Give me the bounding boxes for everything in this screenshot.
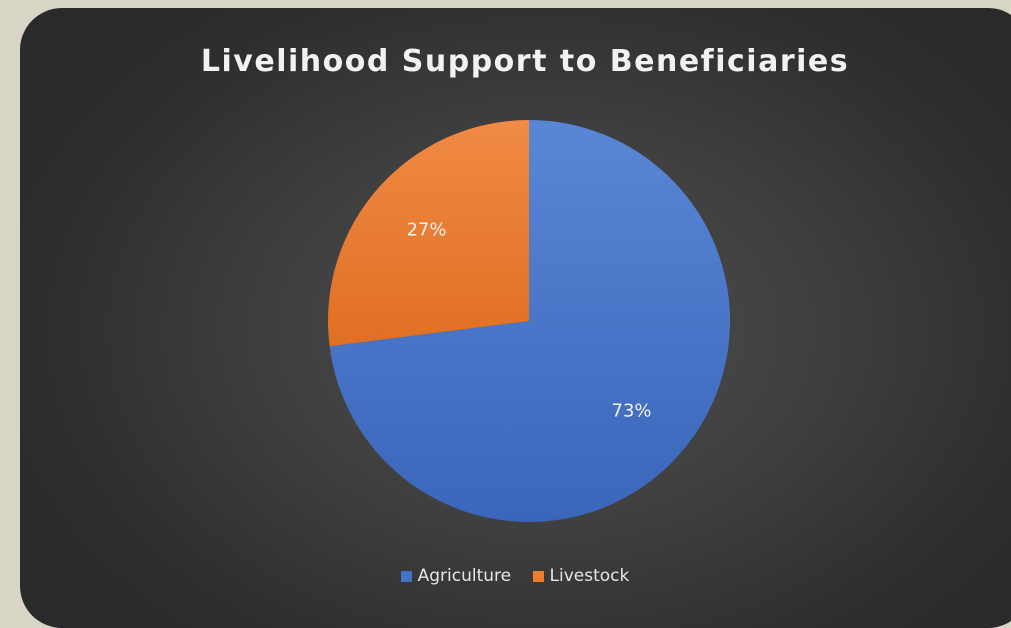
legend-swatch-agriculture — [400, 570, 412, 582]
data-label-livestock: 27% — [406, 220, 446, 241]
slice-livestock — [327, 120, 529, 347]
slice-agriculture — [329, 120, 730, 522]
data-label-agriculture: 73% — [612, 400, 652, 421]
legend-swatch-livestock — [532, 570, 544, 582]
pie-chart: 73% 27% — [327, 120, 730, 522]
legend-label-agriculture: Agriculture — [417, 566, 512, 586]
legend-label-livestock: Livestock — [549, 566, 630, 586]
legend-item-agriculture: Agriculture — [400, 566, 512, 586]
chart-area: 73% 27% Livelihood Support to Beneficiari… — [20, 8, 1011, 628]
legend: Agriculture Livestock — [20, 566, 1010, 586]
legend-item-livestock: Livestock — [532, 566, 630, 586]
chart-title: Livelihood Support to Beneficiaries — [200, 44, 850, 79]
